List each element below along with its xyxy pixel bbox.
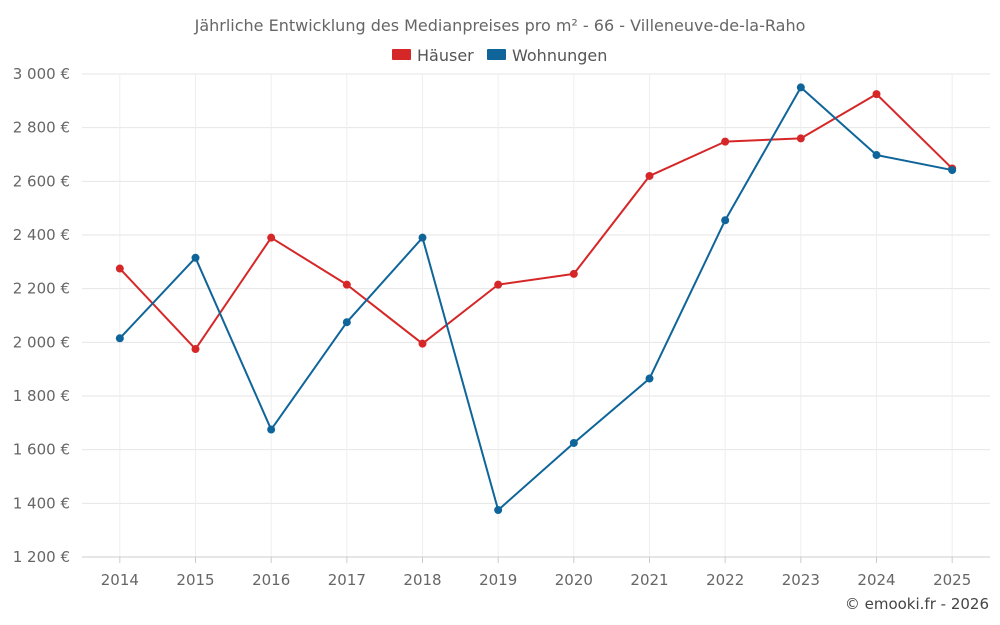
data-point[interactable] (267, 425, 276, 434)
legend-label: Häuser (417, 46, 474, 65)
legend-label: Wohnungen (512, 46, 607, 65)
data-point[interactable] (569, 438, 578, 447)
legend-item[interactable]: Wohnungen (487, 46, 607, 65)
y-tick-label: 2 200 € (13, 280, 70, 298)
data-point[interactable] (948, 166, 957, 175)
data-point[interactable] (872, 90, 881, 99)
y-tick-label: 2 400 € (13, 226, 70, 244)
chart-title: Jährliche Entwicklung des Medianpreises … (194, 16, 806, 35)
grid (82, 73, 990, 558)
y-tick-label: 1 600 € (13, 441, 70, 459)
x-tick-label: 2022 (706, 571, 744, 589)
x-tick-label: 2019 (479, 571, 517, 589)
series-line (119, 93, 953, 351)
data-point[interactable] (721, 216, 730, 225)
series-group (115, 83, 957, 515)
x-tick-label: 2025 (933, 571, 971, 589)
x-tick-label: 2017 (328, 571, 366, 589)
legend-swatch (487, 49, 506, 60)
data-point[interactable] (796, 134, 805, 143)
x-tick-label: 2015 (176, 571, 214, 589)
data-point[interactable] (267, 233, 276, 242)
x-tick-label: 2024 (857, 571, 895, 589)
x-axis: 2014 2015 2016 2017 2018 2019 2020 2021 2022 2023… (82, 556, 990, 589)
data-point[interactable] (645, 374, 654, 383)
data-point[interactable] (342, 280, 351, 289)
series-häuser (115, 90, 957, 354)
data-point[interactable] (796, 83, 805, 92)
data-point[interactable] (191, 253, 200, 262)
y-tick-label: 3 000 € (13, 65, 70, 83)
x-tick-label: 2016 (252, 571, 290, 589)
data-point[interactable] (494, 506, 503, 515)
y-tick-label: 2 600 € (13, 172, 70, 190)
data-point[interactable] (721, 137, 730, 146)
data-point[interactable] (191, 345, 200, 354)
y-tick-label: 1 400 € (13, 494, 70, 512)
data-point[interactable] (494, 280, 503, 289)
data-point[interactable] (418, 339, 427, 348)
data-point[interactable] (872, 151, 881, 160)
x-tick-label: 2021 (630, 571, 668, 589)
legend: Häuser Wohnungen (392, 46, 607, 65)
data-point[interactable] (645, 171, 654, 180)
series-line (119, 86, 953, 512)
data-point[interactable] (569, 269, 578, 278)
y-tick-label: 1 800 € (13, 387, 70, 405)
y-tick-label: 2 000 € (13, 333, 70, 351)
y-tick-label: 2 800 € (13, 119, 70, 137)
y-axis: 1 200 € 1 400 € 1 600 € 1 800 € 2 000 € 2 200… (13, 65, 70, 566)
legend-item[interactable]: Häuser (392, 46, 474, 65)
series-wohnungen (115, 83, 957, 515)
x-tick-label: 2018 (403, 571, 441, 589)
data-point[interactable] (115, 264, 124, 273)
copyright-text: © emooki.fr - 2026 (845, 595, 989, 613)
x-tick-label: 2020 (555, 571, 593, 589)
data-point[interactable] (418, 233, 427, 242)
x-tick-label: 2023 (782, 571, 820, 589)
data-point[interactable] (115, 334, 124, 343)
data-point[interactable] (342, 318, 351, 327)
x-tick-label: 2014 (101, 571, 139, 589)
y-tick-label: 1 200 € (13, 548, 70, 566)
legend-swatch (392, 49, 411, 60)
